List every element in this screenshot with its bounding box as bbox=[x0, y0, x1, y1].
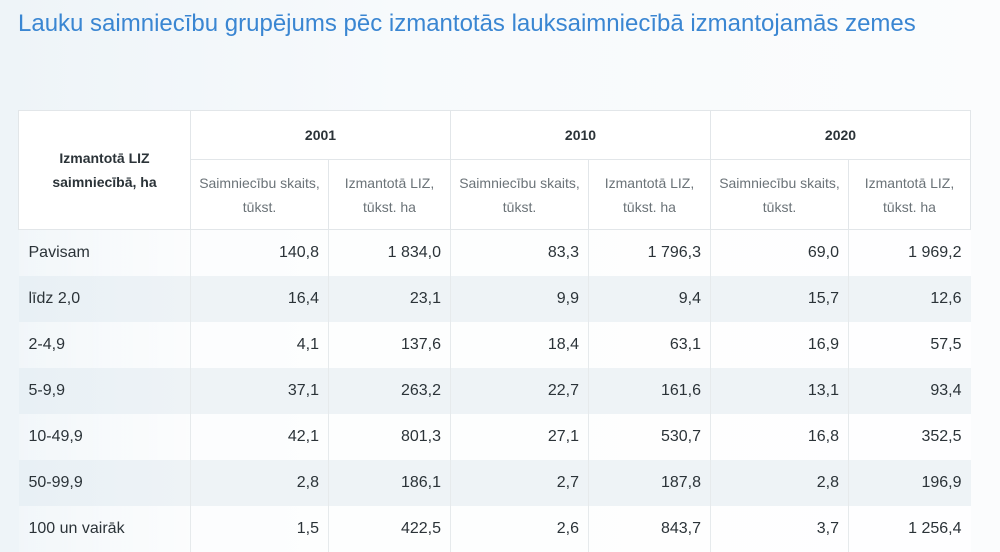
table-cell: 27,1 bbox=[450, 414, 589, 460]
table-cell: 83,3 bbox=[450, 229, 589, 276]
table-cell: 12,6 bbox=[848, 276, 971, 322]
table-cell: 15,7 bbox=[710, 276, 849, 322]
table-cell: 63,1 bbox=[588, 322, 711, 368]
table-cell: 140,8 bbox=[190, 229, 329, 276]
row-label: 100 un vairāk bbox=[18, 506, 191, 552]
table-cell: 2,6 bbox=[450, 506, 589, 552]
table-cell: 1 796,3 bbox=[588, 229, 711, 276]
column-header-used-area: Izmantotā LIZ, tūkst. ha bbox=[848, 159, 971, 230]
table-cell: 23,1 bbox=[328, 276, 451, 322]
table-cell: 9,4 bbox=[588, 276, 711, 322]
table-cell: 263,2 bbox=[328, 368, 451, 414]
table-cell: 42,1 bbox=[190, 414, 329, 460]
table-cell: 530,7 bbox=[588, 414, 711, 460]
column-header-farm-count: Saimniecību skaits, tūkst. bbox=[190, 159, 329, 230]
table-cell: 1 834,0 bbox=[328, 229, 451, 276]
table-row: 10-49,9 42,1 801,3 27,1 530,7 16,8 352,5 bbox=[18, 414, 971, 460]
table-row: 50-99,9 2,8 186,1 2,7 187,8 2,8 196,9 bbox=[18, 460, 971, 506]
table-row: līdz 2,0 16,4 23,1 9,9 9,4 15,7 12,6 bbox=[18, 276, 971, 322]
row-label: Pavisam bbox=[18, 229, 191, 276]
page-title: Lauku saimniecību grupējums pēc izmantot… bbox=[18, 10, 916, 37]
column-header-farm-count: Saimniecību skaits, tūkst. bbox=[710, 159, 849, 230]
table-cell: 93,4 bbox=[848, 368, 971, 414]
row-label: 10-49,9 bbox=[18, 414, 191, 460]
table-cell: 16,9 bbox=[710, 322, 849, 368]
table-cell: 16,4 bbox=[190, 276, 329, 322]
farm-grouping-table: Izmantotā LIZ saimniecībā, ha 2001 2010 … bbox=[18, 110, 971, 552]
table-row: 2-4,9 4,1 137,6 18,4 63,1 16,9 57,5 bbox=[18, 322, 971, 368]
column-header-used-area: Izmantotā LIZ, tūkst. ha bbox=[588, 159, 711, 230]
year-header: 2020 bbox=[710, 110, 971, 160]
table-cell: 1 256,4 bbox=[848, 506, 971, 552]
row-label: 50-99,9 bbox=[18, 460, 191, 506]
table-cell: 161,6 bbox=[588, 368, 711, 414]
corner-header: Izmantotā LIZ saimniecībā, ha bbox=[18, 110, 191, 230]
table-cell: 37,1 bbox=[190, 368, 329, 414]
table-cell: 1 969,2 bbox=[848, 229, 971, 276]
column-header-used-area: Izmantotā LIZ, tūkst. ha bbox=[328, 159, 451, 230]
table-cell: 196,9 bbox=[848, 460, 971, 506]
table-cell: 2,8 bbox=[190, 460, 329, 506]
row-label: 2-4,9 bbox=[18, 322, 191, 368]
row-label: 5-9,9 bbox=[18, 368, 191, 414]
table-cell: 801,3 bbox=[328, 414, 451, 460]
table-cell: 3,7 bbox=[710, 506, 849, 552]
table-cell: 22,7 bbox=[450, 368, 589, 414]
table-cell: 2,8 bbox=[710, 460, 849, 506]
table-cell: 137,6 bbox=[328, 322, 451, 368]
year-header: 2010 bbox=[450, 110, 711, 160]
table-row: 5-9,9 37,1 263,2 22,7 161,6 13,1 93,4 bbox=[18, 368, 971, 414]
table-cell: 2,7 bbox=[450, 460, 589, 506]
table-cell: 13,1 bbox=[710, 368, 849, 414]
table-cell: 187,8 bbox=[588, 460, 711, 506]
table-cell: 352,5 bbox=[848, 414, 971, 460]
table-cell: 186,1 bbox=[328, 460, 451, 506]
row-label: līdz 2,0 bbox=[18, 276, 191, 322]
table-row: 100 un vairāk 1,5 422,5 2,6 843,7 3,7 1 256,4 bbox=[18, 506, 971, 552]
table-cell: 1,5 bbox=[190, 506, 329, 552]
year-header: 2001 bbox=[190, 110, 451, 160]
table-cell: 4,1 bbox=[190, 322, 329, 368]
table-cell: 18,4 bbox=[450, 322, 589, 368]
table-row: Pavisam 140,8 1 834,0 83,3 1 796,3 69,0 1 969,… bbox=[18, 229, 971, 276]
table-cell: 843,7 bbox=[588, 506, 711, 552]
table-cell: 422,5 bbox=[328, 506, 451, 552]
table-cell: 69,0 bbox=[710, 229, 849, 276]
table-cell: 57,5 bbox=[848, 322, 971, 368]
table-cell: 9,9 bbox=[450, 276, 589, 322]
column-header-farm-count: Saimniecību skaits, tūkst. bbox=[450, 159, 589, 230]
table-cell: 16,8 bbox=[710, 414, 849, 460]
